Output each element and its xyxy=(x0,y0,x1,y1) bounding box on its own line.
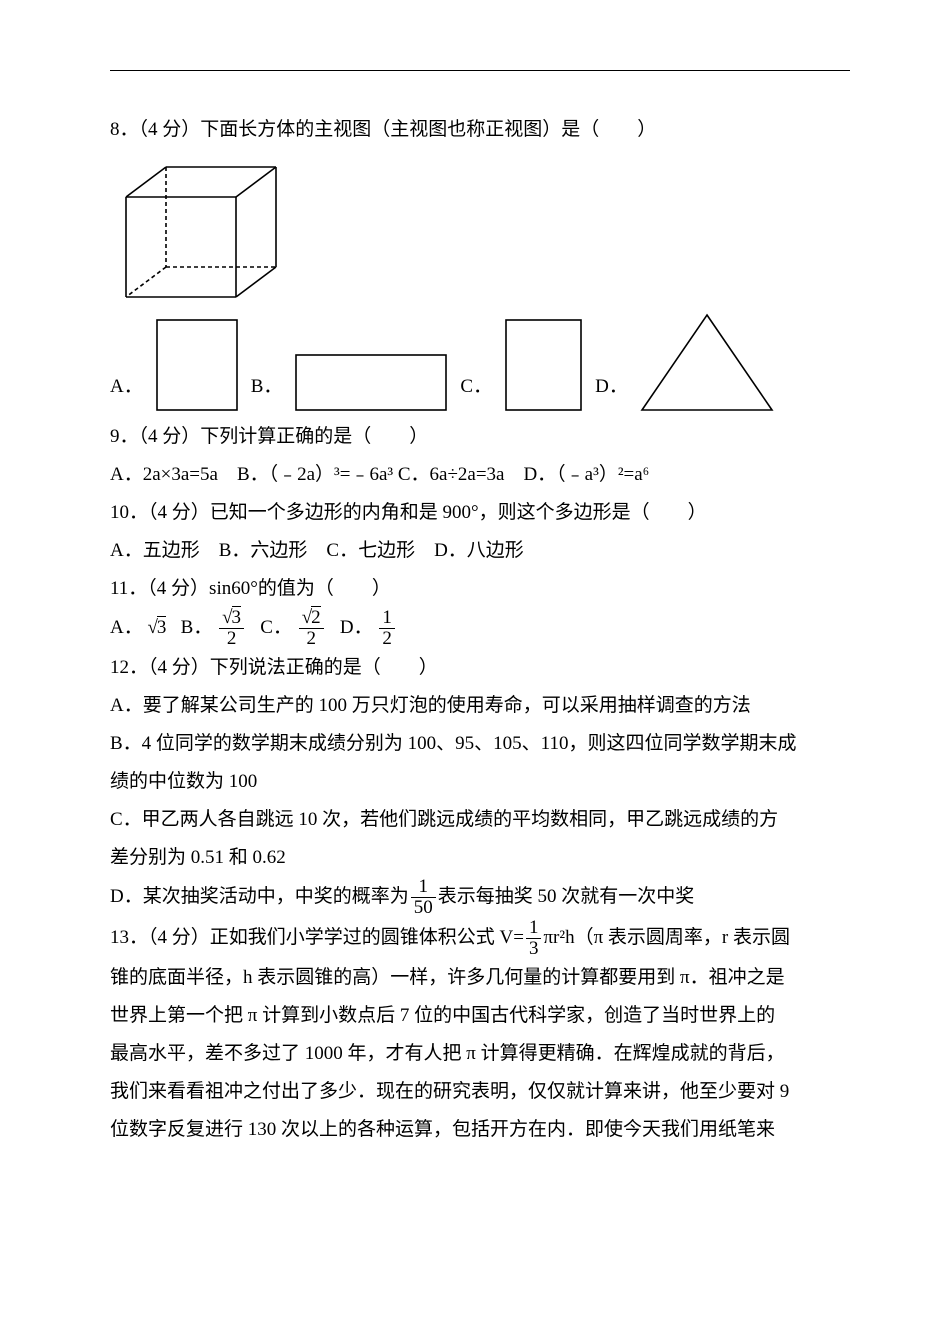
q8-option-b-shape xyxy=(294,353,448,412)
q13-frac-den: 3 xyxy=(526,939,542,959)
q13-frac: 1 3 xyxy=(526,918,542,959)
q11-c-frac: √2 2 xyxy=(299,608,324,649)
q11-c-denominator: 2 xyxy=(299,629,324,649)
q12-option-a: A．要了解某公司生产的 100 万只灯泡的使用寿命，可以采用抽样调查的方法 xyxy=(110,687,850,725)
q13-line6: 位数字反复进行 130 次以上的各种运算，包括开方在内．即使今天我们用纸笔来 xyxy=(110,1111,850,1149)
q11-a-value: √3 xyxy=(147,617,166,638)
q13-line3: 世界上第一个把 π 计算到小数点后 7 位的中国古代科学家，创造了当时世界上的 xyxy=(110,997,850,1035)
q13-line5: 我们来看看祖冲之付出了多少．现在的研究表明，仅仅就计算来讲，他至少要对 9 xyxy=(110,1073,850,1111)
q10-options: A．五边形 B．六边形 C．七边形 D．八边形 xyxy=(110,532,850,570)
q10-stem: 10．（4 分）已知一个多边形的内角和是 900°，则这个多边形是（ ） xyxy=(110,494,850,532)
q8-cuboid-diagram xyxy=(116,157,286,307)
q12-d-frac: 1 50 xyxy=(411,877,436,918)
q9-options: A．2a×3a=5a B．（﹣2a）³=﹣6a³ C．6a÷2a=3a D．（﹣… xyxy=(110,456,850,494)
q11-b-label: B． xyxy=(181,617,213,638)
q11-b-numerator: √3 xyxy=(219,608,244,629)
q11-c-numerator: √2 xyxy=(299,608,324,629)
top-rule xyxy=(110,70,850,71)
q12-option-c-line1: C．甲乙两人各自跳远 10 次，若他们跳远成绩的平均数相同，甲乙跳远成绩的方 xyxy=(110,801,850,839)
q11-b-denominator: 2 xyxy=(219,629,244,649)
q13-line2: 锥的底面半径，h 表示圆锥的高）一样，许多几何量的计算都要用到 π．祖冲之是 xyxy=(110,959,850,997)
q12-option-c-line2: 差分别为 0.51 和 0.62 xyxy=(110,839,850,877)
q12-option-b-line2: 绩的中位数为 100 xyxy=(110,763,850,801)
q13-frac-num: 1 xyxy=(526,918,542,939)
q13-line4: 最高水平，差不多过了 1000 年，才有人把 π 计算得更精确．在辉煌成就的背后… xyxy=(110,1035,850,1073)
q12-option-b-line1: B．4 位同学的数学期末成绩分别为 100、95、105、110，则这四位同学数… xyxy=(110,725,850,763)
q12-d-numerator: 1 xyxy=(411,877,436,898)
q8-option-c-shape xyxy=(504,318,583,412)
q11-d-label: D． xyxy=(340,617,373,638)
q8-option-a-label: A． xyxy=(110,368,143,412)
q12-stem: 12．（4 分）下列说法正确的是（ ） xyxy=(110,649,850,687)
q9-stem: 9．（4 分）下列计算正确的是（ ） xyxy=(110,418,850,456)
q11-a-label: A． xyxy=(110,617,143,638)
q13-l1-post: πr²h（π 表示圆周率，r 表示圆 xyxy=(543,927,790,948)
q13-line1: 13．（4 分）正如我们小学学过的圆锥体积公式 V= 1 3 πr²h（π 表示… xyxy=(110,918,850,959)
q12-d-post: 表示每抽奖 50 次就有一次中奖 xyxy=(438,886,695,907)
q12-d-pre: D．某次抽奖活动中，中奖的概率为 xyxy=(110,886,409,907)
q8-stem: 8．（4 分）下面长方体的主视图（主视图也称正视图）是（ ） xyxy=(110,111,850,149)
q8-option-d-shape xyxy=(640,313,774,412)
q11-c-label: C． xyxy=(260,617,292,638)
q11-b-frac: √3 2 xyxy=(219,608,244,649)
q11-d-numerator: 1 xyxy=(379,608,395,629)
q8-option-d-label: D． xyxy=(595,368,628,412)
q13-l1-pre: 13．（4 分）正如我们小学学过的圆锥体积公式 V= xyxy=(110,927,524,948)
q8-options-row: A． B． C． D． xyxy=(110,313,850,412)
q11-options: A． √3 B． √3 2 C． √2 2 D． 1 2 xyxy=(110,608,850,649)
q8-option-c-label: C． xyxy=(460,368,492,412)
q11-stem: 11．（4 分）sin60°的值为（ ） xyxy=(110,570,850,608)
q12-d-denominator: 50 xyxy=(411,898,436,918)
q11-d-denominator: 2 xyxy=(379,629,395,649)
q12-option-d: D．某次抽奖活动中，中奖的概率为 1 50 表示每抽奖 50 次就有一次中奖 xyxy=(110,877,850,918)
q11-d-frac: 1 2 xyxy=(379,608,395,649)
q8-option-a-shape xyxy=(155,318,239,412)
q8-option-b-label: B． xyxy=(251,368,283,412)
